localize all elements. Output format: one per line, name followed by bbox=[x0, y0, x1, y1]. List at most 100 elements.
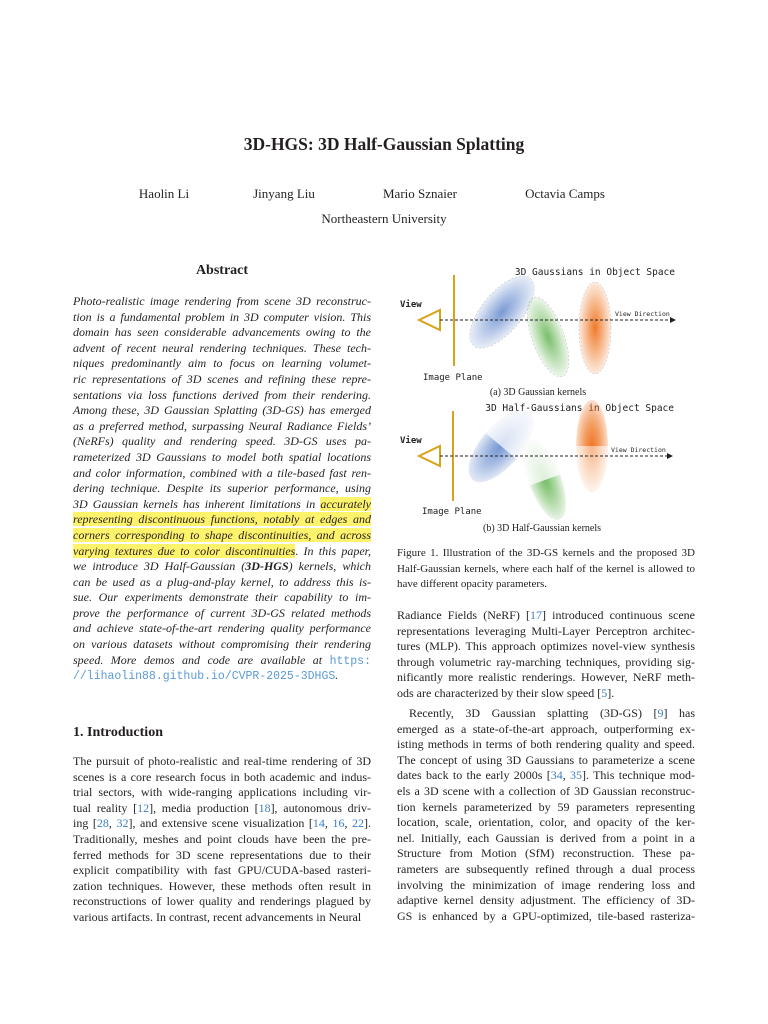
view-direction-label: View Direction bbox=[611, 446, 666, 454]
ellipse-orange bbox=[578, 281, 612, 375]
text-line: tual reality [12], media production [18]… bbox=[73, 801, 371, 817]
text-line: tures (MLP). This approach optimizes nov… bbox=[397, 639, 695, 655]
text-segment: The concept of using 3D Gaussians to par… bbox=[397, 752, 695, 767]
citation-link[interactable]: 5 bbox=[601, 685, 608, 700]
citation-link[interactable]: 34 bbox=[550, 768, 563, 783]
text-segment: ing [ bbox=[73, 816, 97, 831]
text-segment: adaptive kernel density adjustment. The … bbox=[397, 893, 695, 908]
text-line: advent of recent neural rendering techni… bbox=[73, 341, 371, 357]
text-line: tion is a fundamental problem in 3D comp… bbox=[73, 310, 371, 326]
highlighted-text: varying textures due to color discontinu… bbox=[73, 543, 296, 558]
right-paragraph-2: Recently, 3D Gaussian splatting (3D-GS) … bbox=[397, 706, 695, 924]
citation-link[interactable]: 9 bbox=[657, 706, 664, 720]
paper-title: 3D-HGS: 3D Half-Gaussian Splatting bbox=[243, 134, 525, 154]
text-segment: Photo-realistic image rendering from sce… bbox=[73, 294, 371, 308]
text-segment: zation techniques. However, these method… bbox=[73, 878, 371, 893]
text-line: The concept of using 3D Gaussians to par… bbox=[397, 753, 695, 769]
text-line: various artifacts. In contrast, recent a… bbox=[73, 910, 371, 926]
text-segment: , bbox=[324, 816, 333, 831]
text-line: rameters are subsequently refined throug… bbox=[397, 862, 695, 878]
abstract-body: Photo-realistic image rendering from sce… bbox=[73, 294, 371, 684]
ellipse-green bbox=[526, 296, 570, 378]
figure-1: 3D Gaussians in Object Space View View D… bbox=[400, 267, 676, 534]
text-segment: sentations via loss functions derived fr… bbox=[73, 387, 371, 402]
text-segment: reconstructions of lower quality and ren… bbox=[73, 894, 371, 909]
citation-link[interactable]: 32 bbox=[116, 816, 129, 831]
text-segment: . In this paper, bbox=[295, 543, 372, 558]
text-segment: nificantly more realistic renderings. Ho… bbox=[397, 670, 695, 685]
half-ellipse-orange bbox=[576, 400, 608, 492]
text-segment: ]. bbox=[364, 816, 371, 831]
text-segment: advent of recent neural rendering techni… bbox=[73, 340, 371, 355]
citation-link[interactable]: 14 bbox=[312, 816, 325, 831]
text-segment: as a preferred method, surpassing Neural… bbox=[73, 418, 371, 433]
affiliation: Northeastern University bbox=[321, 211, 447, 226]
text-segment: involving the minimization of image rend… bbox=[397, 877, 695, 892]
text-line: and color information, combined with a t… bbox=[73, 466, 371, 482]
text-line: trial sectors, with wide-ranging applica… bbox=[73, 785, 371, 801]
citation-link[interactable]: 28 bbox=[96, 816, 109, 831]
text-segment: ], media production [ bbox=[149, 800, 259, 815]
project-url-link[interactable]: https: bbox=[329, 654, 371, 668]
text-segment: isting methods in terms of both renderin… bbox=[397, 737, 695, 752]
text-segment: Recently, 3D Gaussian splatting (3D-GS) … bbox=[409, 706, 658, 720]
text-line: (NeRFs) quality and rendering speed. 3D-… bbox=[73, 434, 371, 450]
text-line: nificantly more realistic renderings. Ho… bbox=[397, 670, 695, 686]
text-segment: ], and extensive scene visualization [ bbox=[128, 816, 313, 831]
introduction-heading: 1. Introduction bbox=[73, 725, 163, 740]
text-segment: can be used as a plug-and-play kernel, t… bbox=[73, 574, 371, 589]
highlighted-text: accurately bbox=[320, 496, 371, 511]
text-line: Recently, 3D Gaussian splatting (3D-GS) … bbox=[397, 706, 695, 722]
text-segment: trial sectors, with wide-ranging applica… bbox=[73, 785, 371, 800]
text-segment: scenes is a core research focus in both … bbox=[73, 769, 371, 784]
text-line: speed. More demos and code are available… bbox=[73, 653, 371, 669]
text-segment: ]. This technique mod- bbox=[582, 768, 696, 783]
panel-a-title: 3D Gaussians in Object Space bbox=[515, 267, 675, 278]
text-segment: location, scale, orientation, color, and… bbox=[397, 815, 695, 830]
text-line: involving the minimization of image rend… bbox=[397, 878, 695, 894]
project-url-link[interactable]: //lihaolin88.github.io/CVPR-2025-3DHGS bbox=[73, 670, 336, 684]
citation-link[interactable]: 12 bbox=[137, 800, 150, 815]
text-segment: on various datasets without compromising… bbox=[73, 637, 371, 652]
text-line: dering technique. Despite its superior p… bbox=[73, 481, 371, 497]
text-segment: rameterized 3D Gaussians to model both s… bbox=[73, 449, 371, 464]
citation-link[interactable]: 17 bbox=[530, 608, 543, 622]
text-line: The pursuit of photo-realistic and real-… bbox=[73, 754, 371, 770]
text-line: scenes is a core research focus in both … bbox=[73, 770, 371, 786]
text-line: corners corresponding to shape discontin… bbox=[73, 527, 371, 544]
text-line: ferred methods for 3D scene representati… bbox=[73, 848, 371, 864]
right-paragraph-1: Radiance Fields (NeRF) [17] introduced c… bbox=[397, 608, 695, 702]
highlighted-text: representing discontinuous functions, no… bbox=[73, 512, 371, 527]
text-line: ric representations of 3D scenes and ref… bbox=[73, 372, 371, 388]
text-segment: ferred methods for 3D scene representati… bbox=[73, 847, 371, 862]
text-segment: 3D Gaussian kernels has inherent limitat… bbox=[73, 496, 321, 511]
text-segment: The pursuit of photo-realistic and real-… bbox=[73, 754, 371, 768]
text-segment: Radiance Fields (NeRF) [ bbox=[397, 608, 531, 622]
text-line: ing [28, 32], and extensive scene visual… bbox=[73, 816, 371, 832]
citation-link[interactable]: 18 bbox=[258, 800, 271, 815]
citation-link[interactable]: 16 bbox=[332, 816, 345, 831]
text-segment: dering technique. Despite its superior p… bbox=[73, 481, 371, 496]
text-line: emerged as a state-of-the-art approach, … bbox=[397, 722, 695, 738]
text-line: domain has seen considerable advancement… bbox=[73, 325, 371, 341]
text-segment: various artifacts. In contrast, recent a… bbox=[73, 909, 362, 924]
text-segment: emerged as a state-of-the-art approach, … bbox=[397, 721, 695, 736]
text-line: rameterized 3D Gaussians to model both s… bbox=[73, 450, 371, 466]
panel-a-caption: (a) 3D Gaussian kernels bbox=[490, 387, 586, 398]
text-segment: we introduce 3D Half-Gaussian ( bbox=[73, 559, 246, 574]
text-line: //lihaolin88.github.io/CVPR-2025-3DHGS. bbox=[73, 668, 371, 684]
text-line: 3D Gaussian kernels has inherent limitat… bbox=[73, 496, 371, 513]
text-line: varying textures due to color discontinu… bbox=[73, 543, 372, 560]
text-segment: through volumetric ray-marching techniqu… bbox=[397, 654, 695, 669]
text-segment: sue. Our experiments demonstrate their c… bbox=[73, 590, 371, 605]
text-segment: ric representations of 3D scenes and ref… bbox=[73, 371, 371, 386]
image-plane-label: Image Plane bbox=[422, 507, 482, 517]
text-segment: explicit compatibility with fast GPU/CUD… bbox=[73, 863, 371, 878]
citation-link[interactable]: 35 bbox=[570, 768, 583, 783]
bold-text: 3D-HGS bbox=[245, 559, 289, 574]
text-segment: , bbox=[344, 816, 352, 831]
text-line: adaptive kernel density adjustment. The … bbox=[397, 893, 695, 909]
text-line: through volumetric ray-marching techniqu… bbox=[397, 655, 695, 671]
citation-link[interactable]: 22 bbox=[352, 816, 364, 831]
text-line: Among these, 3D Gaussian Splatting (3D-G… bbox=[73, 403, 371, 419]
